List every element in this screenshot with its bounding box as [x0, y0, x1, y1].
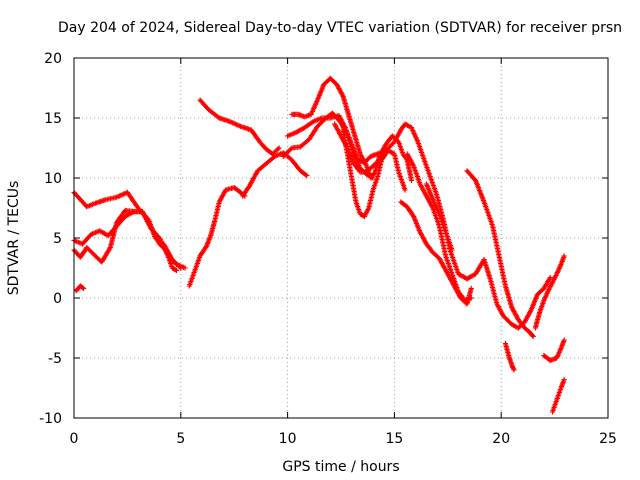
- series-s16: [464, 168, 536, 339]
- data-markers: [549, 377, 567, 415]
- series-s15: [423, 181, 455, 253]
- series-s9: [289, 75, 415, 183]
- series-s12: [332, 121, 389, 175]
- series-s19: [541, 337, 567, 363]
- y-tick-label: 0: [53, 291, 62, 307]
- x-tick-label: 10: [279, 431, 297, 447]
- y-axis-label: SDTVAR / TECUs: [6, 181, 22, 296]
- data-markers: [289, 75, 415, 183]
- data-layer: [71, 75, 567, 415]
- x-axis-label: GPS time / hours: [282, 459, 399, 475]
- data-markers: [423, 181, 455, 253]
- x-tick-label: 15: [385, 431, 403, 447]
- data-markers: [404, 151, 474, 303]
- series-s4: [73, 283, 87, 294]
- data-markers: [541, 337, 567, 363]
- data-markers: [502, 341, 517, 373]
- x-tick-label: 25: [599, 431, 617, 447]
- x-tick-label: 20: [492, 431, 510, 447]
- tick-layer: 0 5 10 15 20 25 -10 -5 0 5 10 15 20: [39, 51, 617, 447]
- y-tick-label: 5: [53, 231, 62, 247]
- y-tick-label: 15: [44, 111, 62, 127]
- y-tick-label: -10: [39, 411, 62, 427]
- y-tick-label: -5: [48, 351, 62, 367]
- series-s6: [197, 97, 282, 157]
- data-markers: [240, 150, 310, 199]
- data-markers: [197, 97, 282, 157]
- grid-layer: [74, 58, 608, 418]
- y-tick-label: 20: [44, 51, 62, 67]
- data-markers: [73, 283, 87, 294]
- data-markers: [464, 168, 536, 339]
- x-tick-label: 5: [176, 431, 185, 447]
- y-tick-label: 10: [44, 171, 62, 187]
- series-s17: [502, 341, 517, 373]
- data-markers: [332, 121, 389, 175]
- data-markers: [186, 185, 248, 289]
- series-s18: [532, 253, 567, 331]
- chart-title: Day 204 of 2024, Sidereal Day-to-day VTE…: [58, 20, 622, 36]
- data-markers: [532, 253, 567, 331]
- series-s14: [404, 151, 474, 303]
- x-tick-label: 0: [70, 431, 79, 447]
- series-s7: [240, 150, 310, 199]
- series-s20: [549, 377, 567, 415]
- series-s5: [186, 185, 248, 289]
